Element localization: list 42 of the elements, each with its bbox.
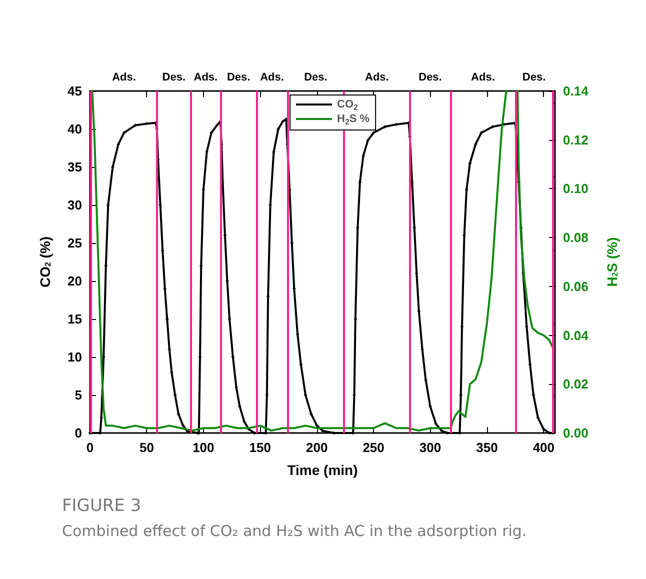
text: Des. — [162, 72, 186, 84]
y-tick-label: 35 — [68, 160, 82, 174]
text: Ads. — [194, 72, 218, 84]
y-axis-title: CO2 (%) — [37, 236, 53, 288]
x-axis-title: Time (min) — [287, 462, 358, 478]
x-tick-label: 300 — [419, 440, 442, 455]
y-tick-label: 15 — [68, 312, 82, 326]
x-tick-label: 100 — [192, 440, 214, 455]
text: Ads. — [471, 72, 495, 84]
y2-tick-label: 0.14 — [563, 84, 590, 98]
text: Des. — [226, 72, 250, 84]
x-tick-label: 150 — [249, 440, 271, 455]
text: Ads. — [112, 72, 136, 84]
x-tick-label: 0 — [86, 440, 94, 455]
y2-tick-label: 0.08 — [563, 230, 588, 246]
y2-tick-label: 0.12 — [563, 132, 588, 148]
y-tick-label: 45 — [68, 84, 82, 98]
text: Combined effect of CO₂ and H₂S with AC in the adsorption rig. — [62, 522, 528, 540]
text: Des. — [304, 72, 328, 84]
x-tick-label: 200 — [306, 440, 328, 455]
y2-tick-label: 0.10 — [563, 181, 588, 196]
y-tick-label: 25 — [68, 236, 82, 250]
x-tick-label: 350 — [476, 440, 498, 455]
text: Des. — [522, 72, 546, 84]
x-tick-label: 400 — [532, 440, 555, 455]
y2-tick-label: 0.00 — [563, 426, 588, 440]
x-tick-label: 50 — [139, 440, 154, 455]
y2-axis-title: H2S (%) — [604, 237, 620, 287]
y2-tick-label: 0.02 — [563, 376, 588, 392]
y-tick-label: 20 — [68, 274, 82, 288]
text: Des. — [418, 72, 442, 84]
y-tick-label: 0 — [74, 426, 82, 440]
x-tick-label: 250 — [362, 440, 384, 455]
y-tick-label: 5 — [74, 388, 82, 402]
y-tick-label: 40 — [68, 122, 82, 136]
y-tick-label: 30 — [68, 198, 82, 212]
y-tick-label: 10 — [68, 350, 82, 364]
text: Ads. — [260, 72, 284, 84]
caption: FIGURE 3 — [62, 496, 142, 516]
text: Ads. — [365, 72, 389, 84]
y2-tick-label: 0.06 — [563, 278, 588, 294]
y2-tick-label: 0.04 — [563, 328, 590, 343]
